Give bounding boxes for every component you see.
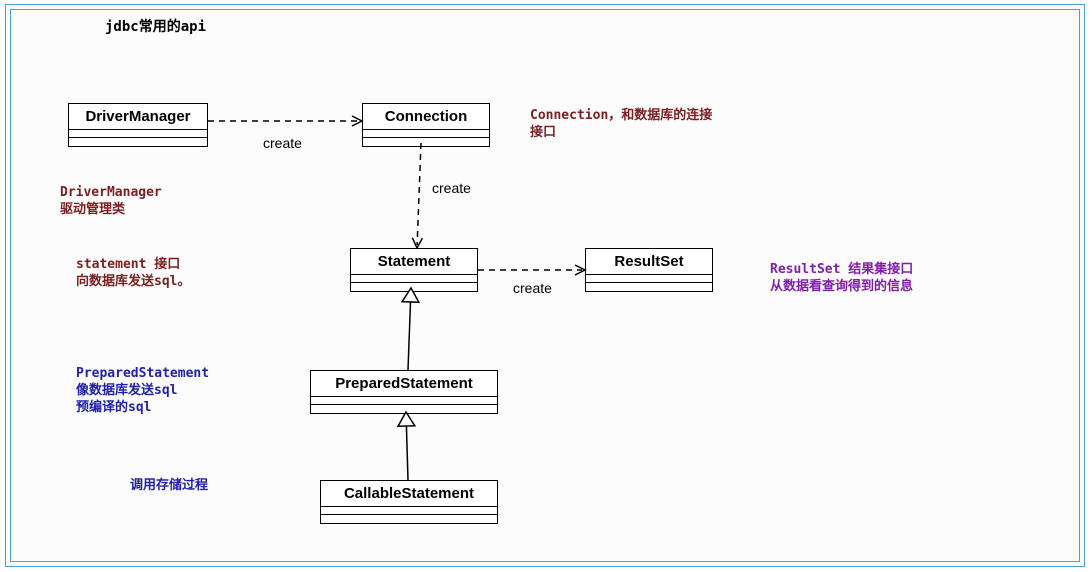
uml-compartment [321,507,497,515]
uml-compartment [321,515,497,523]
uml-compartment [363,130,489,138]
uml-compartment [351,283,477,291]
note-connection: Connection，和数据库的连接 接口 [530,108,712,142]
uml-compartment [311,397,497,405]
edge-label: create [263,135,302,151]
uml-compartment [69,130,207,138]
uml-title-resultset: ResultSet [586,249,712,275]
note-statement: statement 接口 向数据库发送sql。 [76,257,190,291]
uml-box-callablestatement: CallableStatement [320,480,498,524]
uml-compartment [311,405,497,413]
diagram-title: jdbc常用的api [105,18,206,36]
uml-compartment [363,138,489,146]
uml-box-connection: Connection [362,103,490,147]
uml-box-resultset: ResultSet [585,248,713,292]
note-drivermanager: DriverManager 驱动管理类 [60,185,162,219]
uml-box-drivermanager: DriverManager [68,103,208,147]
uml-title-connection: Connection [363,104,489,130]
uml-title-drivermanager: DriverManager [69,104,207,130]
edge-label: create [513,280,552,296]
uml-title-statement: Statement [351,249,477,275]
edge-label: create [432,180,471,196]
uml-compartment [351,275,477,283]
uml-compartment [69,138,207,146]
uml-box-preparedstatement: PreparedStatement [310,370,498,414]
uml-compartment [586,275,712,283]
uml-title-callablestatement: CallableStatement [321,481,497,507]
note-preparedstatement: PreparedStatement 像数据库发送sql 预编译的sql [76,366,209,417]
uml-box-statement: Statement [350,248,478,292]
note-callablestatement: 调用存储过程 [130,478,208,495]
note-resultset: ResultSet 结果集接口 从数据看查询得到的信息 [770,262,913,296]
uml-title-preparedstatement: PreparedStatement [311,371,497,397]
uml-compartment [586,283,712,291]
